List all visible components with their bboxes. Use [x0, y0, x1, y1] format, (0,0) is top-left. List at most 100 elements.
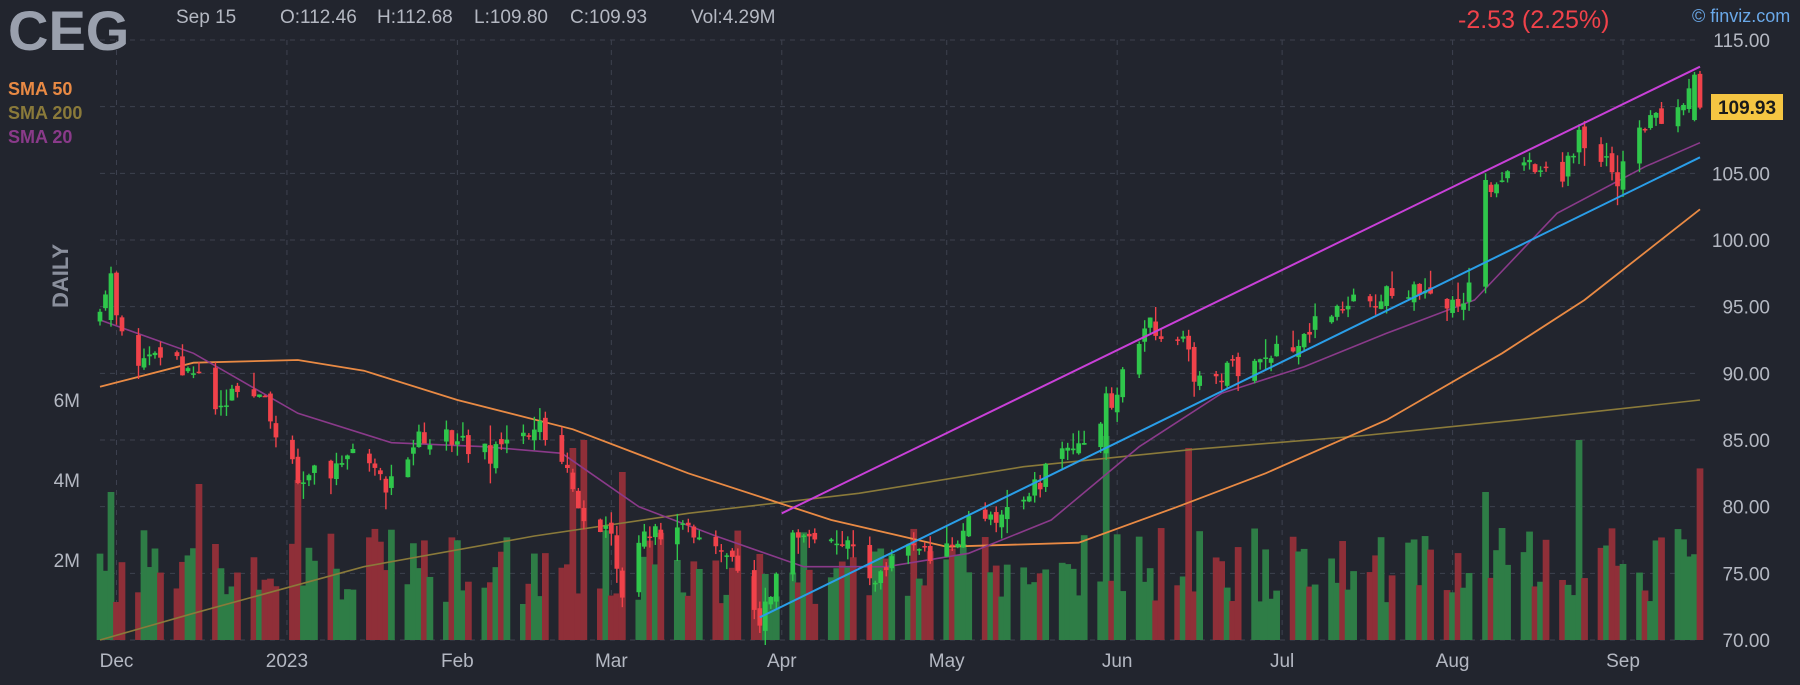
candle-body: [1681, 104, 1686, 111]
volume-bar: [217, 568, 225, 640]
candle-body: [982, 509, 988, 519]
candle-body: [1175, 339, 1181, 341]
volume-bar: [618, 472, 626, 640]
candle-body: [1186, 335, 1192, 350]
volume-bar: [1487, 577, 1495, 640]
trend-channel: [759, 65, 1701, 619]
candle-body: [257, 394, 262, 397]
volume-bar: [1262, 549, 1269, 640]
candle-body: [603, 525, 609, 529]
candle-body: [691, 526, 697, 538]
candle-body: [1505, 171, 1510, 179]
candle-body: [378, 470, 383, 475]
sma20-line: [99, 141, 1701, 568]
candle-body: [1521, 162, 1527, 166]
candle-body: [460, 435, 466, 438]
volume-bar: [1608, 528, 1616, 640]
volume-bar: [1251, 528, 1259, 640]
volume-bar: [1042, 569, 1050, 640]
candle-body: [152, 352, 158, 356]
volume-bar: [415, 568, 423, 640]
volume-bar: [767, 602, 775, 640]
volume-bar: [1229, 601, 1237, 640]
volume-bar: [157, 572, 164, 640]
volume-bar: [640, 556, 648, 640]
candle-body: [1560, 161, 1565, 182]
candle-body: [1037, 482, 1043, 490]
candle-body: [916, 549, 922, 551]
volume-bar: [1075, 595, 1083, 640]
volume-bar: [1328, 558, 1335, 640]
volume-bar: [1652, 540, 1660, 640]
volume-bar: [1498, 528, 1506, 640]
volume-bar: [1097, 581, 1105, 640]
quote-volume: Vol:4.29M: [691, 7, 776, 28]
candle-body: [845, 540, 851, 549]
candle-body: [1065, 447, 1071, 451]
volume-bar: [943, 559, 951, 640]
candle-body: [1609, 153, 1615, 173]
volume-tick-label: 4M: [54, 471, 80, 492]
candle-body: [1307, 331, 1312, 335]
volume-bar: [1526, 531, 1533, 640]
candle-body: [1411, 284, 1417, 303]
candle-body: [922, 546, 928, 548]
x-tick-label: Dec: [100, 651, 134, 672]
candle-body: [911, 543, 917, 546]
candle-body: [1158, 336, 1164, 339]
sma50-line: [99, 208, 1701, 548]
candle-body: [1686, 88, 1692, 109]
candle-body: [268, 393, 273, 422]
volume-bar: [531, 553, 538, 640]
volume-bar: [338, 599, 346, 640]
ticker-symbol: CEG: [8, 0, 129, 62]
volume-bar: [1141, 581, 1149, 640]
volume-bar: [525, 583, 533, 640]
volume-bar: [107, 492, 115, 640]
candle-body: [658, 529, 664, 540]
volume-bar: [981, 537, 989, 640]
volume-bar: [1300, 548, 1308, 640]
volume-bar: [1564, 584, 1572, 640]
candle-body: [652, 526, 658, 538]
candle-body: [499, 439, 504, 445]
volume-bar: [520, 603, 527, 640]
volume-bar: [487, 582, 494, 640]
candle-body: [1620, 161, 1626, 190]
volume-bar: [349, 589, 357, 640]
volume-bar: [1333, 582, 1341, 640]
x-tick-label: Aug: [1436, 651, 1470, 672]
candle-body: [1252, 360, 1258, 381]
volume-bar: [481, 587, 489, 640]
finviz-link[interactable]: © finviz.com: [1692, 6, 1790, 26]
candle-body: [334, 463, 339, 480]
candle-body: [427, 445, 433, 450]
volume-bar: [1641, 590, 1649, 640]
volume-bar: [492, 567, 500, 640]
candle-body: [1180, 336, 1186, 339]
candle-body: [174, 352, 180, 357]
candle-body: [1142, 328, 1148, 342]
volume-bar: [1383, 602, 1390, 640]
volume-bar: [915, 578, 923, 640]
volume-bar: [541, 553, 549, 640]
candle-body: [1598, 144, 1604, 162]
volume-bar: [184, 555, 192, 640]
volume-bar: [794, 582, 802, 640]
candle-body: [828, 539, 834, 542]
volume-bar: [1306, 586, 1313, 640]
last-price-tag: [1711, 94, 1783, 120]
volume-bar: [1674, 529, 1682, 640]
volume-bar: [871, 551, 879, 640]
volume-bar: [635, 599, 643, 640]
volume-bar: [954, 554, 962, 640]
volume-bar: [1454, 553, 1462, 640]
volume-bar: [1025, 584, 1033, 640]
candle-body: [729, 550, 735, 557]
candle-body: [455, 441, 460, 445]
volume-bar: [1416, 585, 1423, 640]
candle-body: [1268, 358, 1274, 363]
volume-bar: [261, 579, 269, 640]
volume-bar: [1031, 582, 1039, 640]
